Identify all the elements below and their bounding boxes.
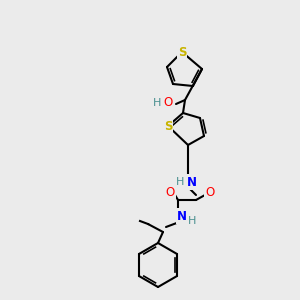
Text: O: O — [206, 185, 214, 199]
Text: H: H — [176, 177, 184, 187]
Text: N: N — [187, 176, 197, 188]
Text: O: O — [164, 97, 172, 110]
Text: H: H — [153, 98, 161, 108]
Text: O: O — [165, 185, 175, 199]
Text: S: S — [164, 119, 172, 133]
Text: N: N — [177, 209, 187, 223]
Text: S: S — [178, 46, 186, 59]
Text: H: H — [188, 216, 196, 226]
